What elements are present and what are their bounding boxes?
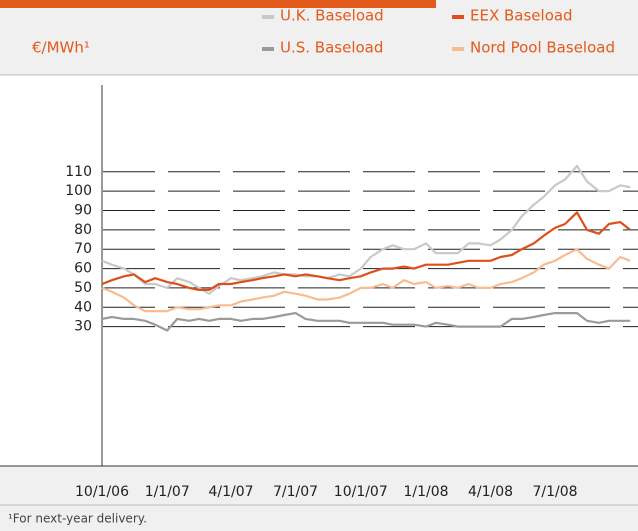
series-line [101, 248, 631, 313]
y-tick-label: 80 [74, 222, 92, 238]
y-tick-label: 110 [65, 164, 92, 180]
x-tick-label: 10/1/06 [75, 484, 129, 500]
y-tick-label: 90 [74, 202, 92, 218]
header-band [0, 0, 638, 75]
header-accent [0, 0, 436, 8]
x-tick-label: 7/1/07 [273, 484, 318, 500]
y-tick-label: 60 [74, 261, 92, 277]
x-tick-label: 7/1/08 [533, 484, 578, 500]
legend-label: U.S. Baseload [280, 39, 383, 57]
y-tick-label: 50 [74, 280, 92, 296]
x-tick-label: 4/1/07 [209, 484, 254, 500]
x-tick-label: 1/1/07 [145, 484, 190, 500]
series-line [101, 211, 631, 291]
legend-swatch [262, 47, 274, 51]
y-tick-label: 30 [74, 319, 92, 335]
x-tick-label: 1/1/08 [403, 484, 448, 500]
footnote: ¹For next-year delivery. [8, 512, 147, 526]
series-line [101, 312, 631, 332]
y-tick-label: 40 [74, 299, 92, 315]
y-axis-label: €/MWh¹ [32, 39, 90, 57]
legend-swatch [452, 15, 464, 19]
legend-swatch [452, 47, 464, 51]
legend-label: EEX Baseload [470, 7, 573, 25]
footer-band [0, 466, 638, 531]
x-tick-label: 10/1/07 [334, 484, 388, 500]
legend-swatch [262, 15, 274, 19]
legend-label: Nord Pool Baseload [470, 39, 615, 57]
series-line [101, 164, 631, 295]
legend-label: U.K. Baseload [280, 7, 384, 25]
y-tick-label: 100 [65, 183, 92, 199]
x-tick-label: 4/1/08 [468, 484, 513, 500]
y-tick-label: 70 [74, 241, 92, 257]
